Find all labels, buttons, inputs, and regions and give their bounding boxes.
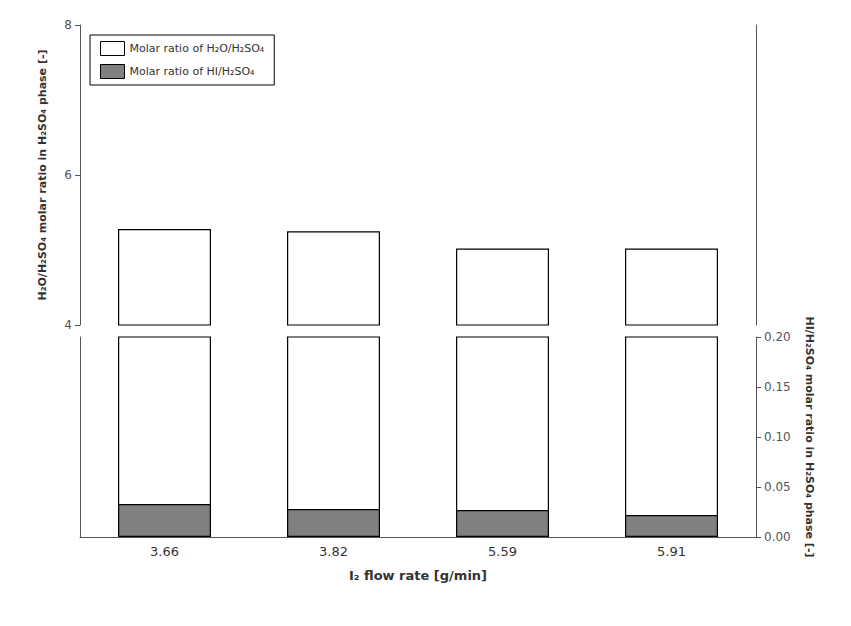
svg-text:3.66: 3.66 xyxy=(150,544,179,559)
svg-text:0.10: 0.10 xyxy=(764,430,791,444)
svg-text:Molar ratio of H₂O/H₂SO₄: Molar ratio of H₂O/H₂SO₄ xyxy=(130,42,265,55)
svg-text:6: 6 xyxy=(64,168,72,182)
svg-text:I₂ flow rate [g/min]: I₂ flow rate [g/min] xyxy=(349,568,487,583)
svg-text:0.15: 0.15 xyxy=(764,380,791,394)
svg-text:3.82: 3.82 xyxy=(319,544,348,559)
svg-text:4: 4 xyxy=(64,318,72,332)
svg-text:5.91: 5.91 xyxy=(657,544,686,559)
svg-text:HI/H₂SO₄ molar ratio in H₂SO₄: HI/H₂SO₄ molar ratio in H₂SO₄ phase [-] xyxy=(803,317,816,558)
svg-text:0.20: 0.20 xyxy=(764,330,791,344)
svg-text:8: 8 xyxy=(64,18,72,32)
svg-text:H₂O/H₂SO₄ molar ratio in H₂SO₄: H₂O/H₂SO₄ molar ratio in H₂SO₄ phase [-] xyxy=(36,49,49,300)
svg-text:0.05: 0.05 xyxy=(764,480,791,494)
svg-text:Molar ratio of HI/H₂SO₄: Molar ratio of HI/H₂SO₄ xyxy=(130,65,256,78)
svg-text:5.59: 5.59 xyxy=(488,544,517,559)
svg-text:0.00: 0.00 xyxy=(764,530,791,544)
